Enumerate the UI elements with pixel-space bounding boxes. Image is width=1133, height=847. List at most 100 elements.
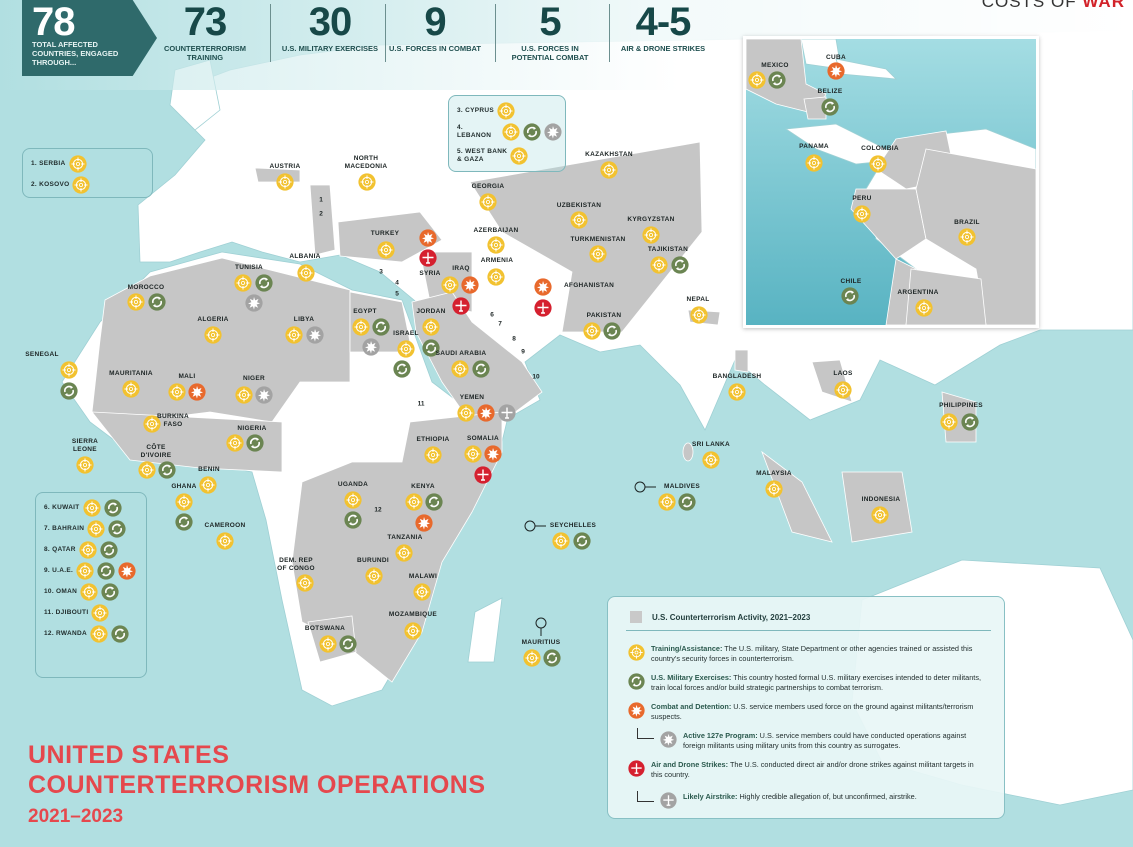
country-label: CÔTE D'IVOIRE <box>140 444 172 459</box>
training-target-icon <box>235 386 253 404</box>
inset-country-list: 1. SERBIA 2. KOSOVO <box>22 148 153 198</box>
training-target-icon <box>690 306 708 324</box>
legend-term: Air and Drone Strikes: <box>651 760 729 769</box>
combat-burst-icon <box>419 229 437 247</box>
exercise-arrows-icon <box>573 532 591 550</box>
country-label: MEXICO <box>761 62 789 69</box>
training-target-icon <box>138 461 156 479</box>
legend-item-training-target: Training/Assistance: The U.S. military, … <box>628 644 978 663</box>
title-line-2: COUNTERTERRORISM OPERATIONS <box>28 771 486 799</box>
map-number-marker: 7 <box>498 320 502 328</box>
exercise-arrows-icon <box>961 413 979 431</box>
legend-connector <box>637 728 654 739</box>
exercise-arrows-icon <box>101 582 120 601</box>
country-label: MALI <box>178 373 196 380</box>
country-label: MOZAMBIQUE <box>388 611 438 618</box>
training-target-icon <box>702 451 720 469</box>
inset-country-row: 8. QATAR <box>36 539 146 560</box>
country-label: PANAMA <box>799 143 829 150</box>
program-127e-burst-icon <box>660 731 677 748</box>
stat-divider <box>608 4 610 62</box>
training-target-icon <box>600 161 618 179</box>
stat-divider <box>384 4 386 62</box>
training-target-icon <box>869 155 887 173</box>
training-target-icon <box>583 322 601 340</box>
inset-country-row: 1. SERBIA <box>23 153 152 174</box>
country-label: CAMEROON <box>204 522 246 529</box>
training-target-icon <box>834 381 852 399</box>
training-target-icon <box>127 293 145 311</box>
country-label: ETHIOPIA <box>416 436 450 443</box>
exercise-arrows-icon <box>148 293 166 311</box>
combat-burst-icon <box>477 404 495 422</box>
inset-country-label: 2. KOSOVO <box>31 180 70 188</box>
training-target-icon <box>552 532 570 550</box>
map-title: UNITED STATES COUNTERTERRORISM OPERATION… <box>28 740 486 830</box>
legend-description: Highly credible allegation of, but uncon… <box>737 792 917 801</box>
country-label: BOTSWANA <box>304 625 346 632</box>
combat-burst-icon <box>461 276 479 294</box>
training-target-icon <box>728 383 746 401</box>
stat-1: 30 U.S. MILITARY EXERCISES <box>270 2 390 53</box>
inset-country-row: 4. LEBANON <box>449 121 565 142</box>
legend-term: U.S. Military Exercises: <box>651 673 732 682</box>
stat-label: U.S. FORCES IN POTENTIAL COMBAT <box>511 44 589 62</box>
exercise-arrows-icon <box>671 256 689 274</box>
likely-airstrike-icon <box>498 404 516 422</box>
training-target-icon <box>748 71 766 89</box>
combat-burst-icon <box>534 278 552 296</box>
airstrike-icon <box>474 466 492 484</box>
legend-item-text: Combat and Detention: U.S. service membe… <box>651 702 978 721</box>
stat-value: 5 <box>539 0 561 44</box>
legend-item-text: Active 127e Program: U.S. service member… <box>683 731 990 750</box>
country-label: PHILIPPINES <box>939 402 983 409</box>
inset-country-label: 4. LEBANON <box>457 123 492 139</box>
training-target-icon <box>319 635 337 653</box>
training-target-icon <box>940 413 958 431</box>
training-target-icon <box>276 173 294 191</box>
training-target-icon <box>642 226 660 244</box>
americas-land <box>746 39 1036 325</box>
total-label: TOTAL AFFECTED COUNTRIES, ENGAGED THROUG… <box>32 40 119 67</box>
island-markers <box>524 481 656 636</box>
country-label: MALDIVES <box>664 483 700 490</box>
combat-burst-icon <box>118 561 136 580</box>
map-number-marker: 12 <box>374 506 382 514</box>
legend-divider <box>626 630 991 631</box>
training-target-icon <box>404 622 422 640</box>
combat-burst-icon <box>827 62 845 80</box>
exercise-arrows-icon <box>60 382 78 400</box>
country-label: SRI LANKA <box>691 441 731 448</box>
country-label: SYRIA <box>419 270 441 277</box>
training-target-icon <box>441 276 459 294</box>
legend-description: The U.S. military, State Department or o… <box>651 644 973 663</box>
inset-country-label: 1. SERBIA <box>31 159 66 167</box>
total-countries-tab: 78 TOTAL AFFECTED COUNTRIES, ENGAGED THR… <box>22 0 157 76</box>
inset-country-row: 11. DJIBOUTI <box>36 602 146 623</box>
country-label: SOMALIA <box>466 435 500 442</box>
training-target-icon <box>82 498 101 517</box>
exercise-arrows-icon <box>768 71 786 89</box>
legend-item-text: Air and Drone Strikes: The U.S. conducte… <box>651 760 978 779</box>
training-target-icon <box>589 245 607 263</box>
country-label: NEPAL <box>686 296 710 303</box>
training-target-icon <box>405 493 423 511</box>
exercise-arrows-icon <box>425 493 443 511</box>
legend-affected-swatch <box>630 611 642 623</box>
training-target-icon <box>365 567 383 585</box>
brand-logo: COSTS OF WAR <box>982 0 1125 12</box>
map-number-marker: 4 <box>395 279 399 287</box>
training-target-icon <box>915 299 933 317</box>
exercise-arrows-icon <box>543 649 561 667</box>
inset-country-row: 10. OMAN <box>36 581 146 602</box>
country-label: GHANA <box>171 483 197 490</box>
training-target-icon <box>377 241 395 259</box>
exercise-arrows-icon <box>472 360 490 378</box>
training-target-icon <box>72 175 91 194</box>
combat-burst-icon <box>628 702 645 719</box>
combat-burst-icon <box>484 445 502 463</box>
country-label: SAUDI ARABIA <box>435 350 487 357</box>
stat-4: 4-5 AIR & DRONE STRIKES <box>603 2 723 53</box>
country-label: UZBEKISTAN <box>556 202 602 209</box>
training-target-icon <box>226 434 244 452</box>
